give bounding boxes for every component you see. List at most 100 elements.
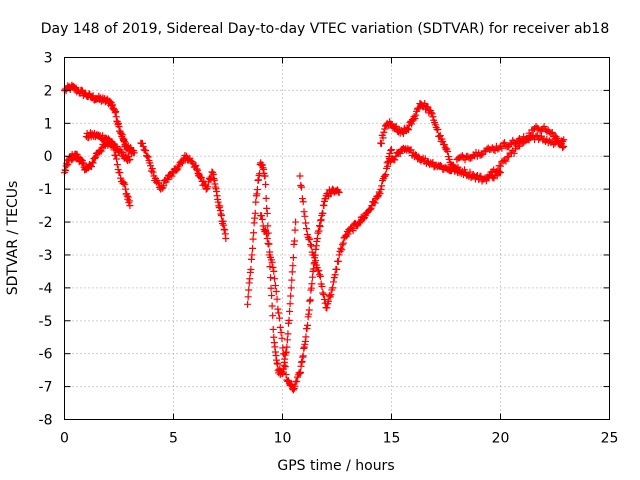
data-point xyxy=(304,321,312,329)
data-point xyxy=(269,263,277,271)
data-point xyxy=(335,188,343,196)
y-tick-label: -7 xyxy=(39,380,53,396)
data-point xyxy=(387,146,395,154)
data-point xyxy=(316,271,324,279)
data-point xyxy=(413,105,421,113)
data-point xyxy=(126,156,134,164)
data-point xyxy=(308,280,316,288)
plot-frame xyxy=(64,57,610,420)
data-point xyxy=(316,222,324,230)
data-point xyxy=(298,195,306,203)
data-point xyxy=(276,314,284,322)
data-point xyxy=(285,316,293,324)
data-point xyxy=(250,229,258,237)
data-point xyxy=(560,136,568,144)
data-point xyxy=(288,276,296,284)
data-point xyxy=(283,343,291,351)
data-point xyxy=(148,165,156,173)
data-point xyxy=(286,300,294,308)
data-point xyxy=(292,218,300,226)
data-point xyxy=(87,163,95,171)
y-tick-label: -6 xyxy=(39,347,53,363)
data-point xyxy=(280,358,288,366)
data-point xyxy=(288,268,296,276)
y-tick-label: 0 xyxy=(44,149,53,165)
points-layer xyxy=(61,81,568,394)
data-point xyxy=(560,142,568,150)
data-point xyxy=(482,177,490,185)
data-point xyxy=(289,262,297,270)
data-point xyxy=(510,149,518,157)
y-tick-label: 2 xyxy=(44,83,53,99)
data-point xyxy=(271,275,279,283)
data-point xyxy=(85,90,93,98)
data-point xyxy=(540,123,548,131)
data-point xyxy=(142,147,150,155)
data-point xyxy=(276,323,284,331)
data-point xyxy=(318,282,326,290)
data-point xyxy=(245,286,253,294)
data-point xyxy=(412,111,420,119)
data-point xyxy=(124,152,132,160)
data-point xyxy=(305,306,313,314)
series-track-e xyxy=(244,159,300,378)
data-point xyxy=(315,266,323,274)
data-point xyxy=(316,272,324,280)
data-point xyxy=(271,282,279,290)
data-point xyxy=(278,334,286,342)
data-point xyxy=(268,292,276,300)
data-point xyxy=(283,376,291,384)
data-point xyxy=(91,154,99,162)
data-point xyxy=(467,154,475,162)
data-point xyxy=(379,134,387,142)
data-point xyxy=(298,183,306,191)
data-point xyxy=(296,368,304,376)
data-point xyxy=(270,267,278,275)
data-point xyxy=(293,377,301,385)
data-point xyxy=(382,171,390,179)
series-track-i xyxy=(383,144,504,185)
data-point xyxy=(524,135,532,143)
data-point xyxy=(143,152,151,160)
data-point xyxy=(366,205,374,213)
data-point xyxy=(526,131,534,139)
data-point xyxy=(436,132,444,140)
data-point xyxy=(266,248,274,256)
data-point xyxy=(289,386,297,394)
data-point xyxy=(126,202,134,210)
data-point xyxy=(437,161,445,169)
data-point xyxy=(376,190,384,198)
data-point xyxy=(280,350,288,358)
data-point xyxy=(244,300,252,308)
data-point xyxy=(119,180,127,188)
data-point xyxy=(113,161,121,169)
data-point xyxy=(310,251,318,259)
data-point xyxy=(287,284,295,292)
data-point xyxy=(297,181,305,189)
data-point xyxy=(168,172,176,180)
data-point xyxy=(333,265,341,273)
x-axis-label: GPS time / hours xyxy=(277,458,394,474)
series-track-d xyxy=(137,139,230,242)
y-axis-label: SDTVAR / TECUs xyxy=(5,181,21,296)
data-point xyxy=(286,307,294,315)
grid-layer xyxy=(64,57,610,420)
data-point xyxy=(95,92,103,100)
y-tick-label: 1 xyxy=(44,116,53,132)
data-point xyxy=(319,209,327,217)
data-point xyxy=(121,180,129,188)
data-point xyxy=(291,382,299,390)
data-point xyxy=(222,235,230,242)
data-point xyxy=(112,151,120,159)
data-point xyxy=(381,172,389,180)
data-point xyxy=(429,113,437,121)
data-point xyxy=(331,271,339,279)
data-point xyxy=(117,147,125,155)
data-point xyxy=(327,291,335,299)
data-point xyxy=(277,328,285,336)
data-point xyxy=(320,290,328,298)
x-tick-label: 20 xyxy=(492,431,510,447)
data-point xyxy=(559,144,567,152)
data-point xyxy=(301,212,309,220)
data-point xyxy=(284,330,292,338)
